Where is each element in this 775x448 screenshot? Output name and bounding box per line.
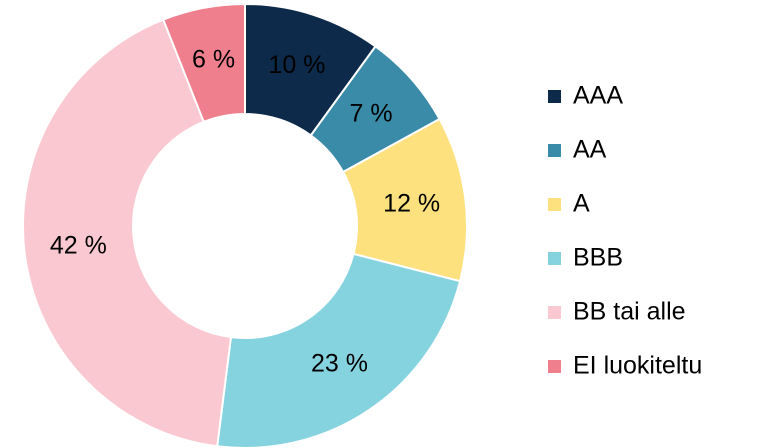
donut-slice [161,2,246,124]
legend-label: BB tai alle [573,298,686,326]
slice-label: 23 % [311,350,368,378]
slice-label: 42 % [50,232,107,260]
legend-label: A [573,190,590,218]
slice-label: 7 % [349,100,392,128]
legend-label: AA [573,136,607,164]
legend-swatch [548,252,561,265]
donut-slice [22,18,233,448]
legend-swatch [548,144,561,157]
legend-swatch [548,198,561,211]
legend-swatch [548,306,561,319]
slice-label: 6 % [192,46,235,74]
legend-label: AAA [573,82,623,110]
legend-swatch [548,360,561,373]
slice-label: 10 % [268,51,325,79]
legend-label: BBB [573,244,623,272]
legend-label: EI luokiteltu [573,352,702,380]
slice-label: 12 % [383,190,440,218]
legend-swatch [548,90,561,103]
